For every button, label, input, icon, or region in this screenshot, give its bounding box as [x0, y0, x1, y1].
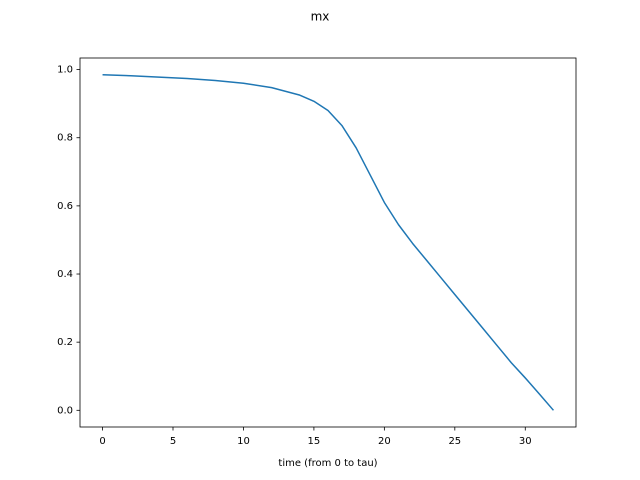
- y-tick-label: 1.0: [57, 65, 73, 76]
- x-tick-label: 5: [170, 436, 176, 447]
- y-tick-label: 0.6: [57, 201, 73, 212]
- y-tick-label: 0.0: [57, 405, 73, 416]
- x-tick-label: 25: [448, 436, 461, 447]
- x-tick-label: 0: [99, 436, 105, 447]
- x-axis-label: time (from 0 to tau): [278, 458, 377, 469]
- x-tick-label: 10: [237, 436, 250, 447]
- chart-title: mx: [311, 10, 330, 24]
- line: [102, 73, 555, 411]
- plot-area: 0 5 10 15 20 25 30 0.0 0.2 0.4 0.6 0.8 1.0: [57, 65, 555, 447]
- x-tick-label: 15: [308, 436, 321, 447]
- axes-frame: [79, 57, 577, 428]
- y-tick-label: 0.4: [57, 269, 73, 280]
- y-tick-label: 0.8: [57, 133, 73, 144]
- x-tick-label: 30: [519, 436, 532, 447]
- x-tick-label: 20: [378, 436, 391, 447]
- y-tick-label: 0.2: [57, 337, 73, 348]
